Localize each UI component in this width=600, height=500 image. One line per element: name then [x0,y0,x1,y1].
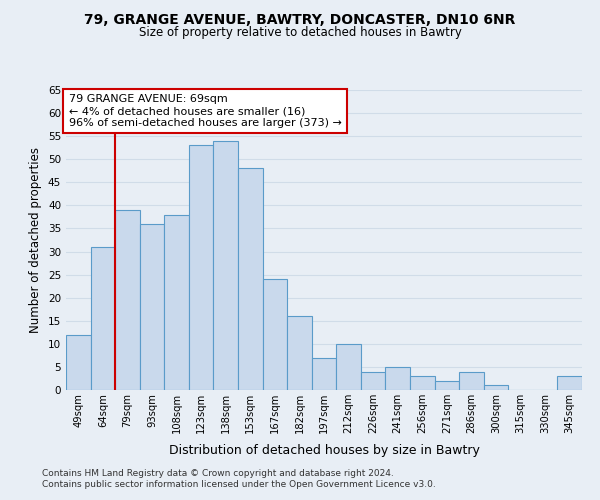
Bar [263,279,287,390]
Bar [361,372,385,390]
Bar [140,224,164,390]
Text: Size of property relative to detached houses in Bawtry: Size of property relative to detached ho… [139,26,461,39]
Bar [336,344,361,390]
Bar [91,247,115,390]
Bar [287,316,312,390]
Y-axis label: Number of detached properties: Number of detached properties [29,147,43,333]
Bar [385,367,410,390]
Bar [434,381,459,390]
Text: Contains HM Land Registry data © Crown copyright and database right 2024.: Contains HM Land Registry data © Crown c… [42,468,394,477]
Bar [312,358,336,390]
Bar [410,376,434,390]
Bar [459,372,484,390]
Bar [115,210,140,390]
Bar [557,376,582,390]
Text: 79 GRANGE AVENUE: 69sqm
← 4% of detached houses are smaller (16)
96% of semi-det: 79 GRANGE AVENUE: 69sqm ← 4% of detached… [68,94,341,128]
Bar [214,141,238,390]
X-axis label: Distribution of detached houses by size in Bawtry: Distribution of detached houses by size … [169,444,479,458]
Text: Contains public sector information licensed under the Open Government Licence v3: Contains public sector information licen… [42,480,436,489]
Bar [66,334,91,390]
Bar [484,386,508,390]
Text: 79, GRANGE AVENUE, BAWTRY, DONCASTER, DN10 6NR: 79, GRANGE AVENUE, BAWTRY, DONCASTER, DN… [85,12,515,26]
Bar [238,168,263,390]
Bar [189,146,214,390]
Bar [164,214,189,390]
